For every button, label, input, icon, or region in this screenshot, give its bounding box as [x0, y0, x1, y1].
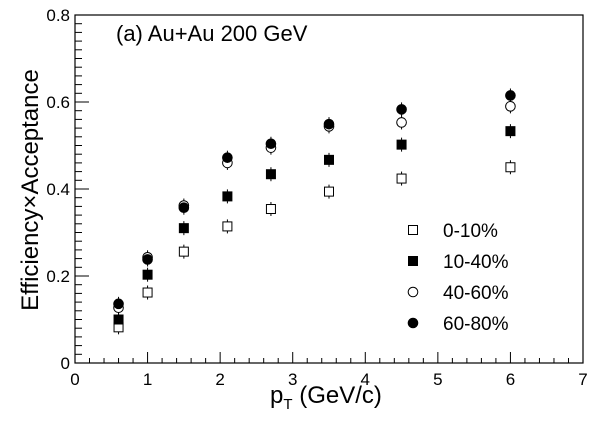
data-point-1: [142, 287, 153, 298]
data-point-4: [505, 90, 516, 101]
axis-ticks: [74, 14, 584, 364]
data-point-2: [113, 314, 124, 325]
axis-tick-labels: 0 1 2 3 4 5 6 7 0 0.2 0.4 0.6 0.8: [46, 6, 587, 389]
legend-label-4: 60-80%: [443, 314, 509, 335]
x-tick-label: 1: [143, 370, 152, 389]
data-point-1: [324, 186, 334, 197]
x-tick-label: 0: [70, 370, 79, 389]
y-axis-title: Efficiency×Acceptance: [17, 69, 44, 311]
x-tick-label: 7: [578, 370, 587, 389]
data-point-4: [113, 298, 124, 310]
legend-label-2: 10-40%: [443, 252, 509, 273]
x-tick-label: 4: [361, 370, 370, 389]
x-tick-label: 2: [215, 370, 224, 389]
data-point-2: [178, 223, 189, 234]
data-point-4: [178, 202, 190, 214]
legend-marker-4: [407, 317, 419, 329]
data-point-2: [396, 139, 407, 150]
x-tick-label: 3: [288, 370, 297, 389]
data-point-1: [222, 221, 233, 232]
x-tick-label: 6: [506, 370, 515, 389]
legend-marker-2: [408, 256, 418, 266]
data-point-2: [265, 169, 276, 180]
data-point-1: [265, 204, 276, 215]
y-tick-label: 0.6: [46, 93, 70, 112]
y-tick-label: 0: [61, 354, 70, 373]
data-point-1: [178, 246, 189, 257]
y-tick-label: 0.4: [46, 180, 70, 199]
data-point-4: [142, 254, 153, 265]
data-point-4: [396, 104, 407, 115]
y-tick-label: 0.8: [46, 6, 70, 25]
panel-annotation: (a) Au+Au 200 GeV: [116, 21, 308, 46]
x-tick-label: 5: [433, 370, 442, 389]
legend-marker-1: [408, 225, 418, 235]
data-point-4: [323, 118, 335, 130]
data-point-2: [222, 191, 233, 202]
data-point-2: [324, 154, 334, 165]
legend-label-1: 0-10%: [443, 221, 498, 242]
data-point-3: [505, 101, 516, 112]
data-point-2: [142, 269, 153, 280]
data-point-2: [505, 126, 516, 137]
legend-label-3: 40-60%: [443, 283, 509, 304]
data-point-1: [505, 162, 516, 173]
data-point-1: [396, 173, 407, 184]
legend-marker-3: [407, 286, 419, 298]
data-markers: [113, 90, 516, 333]
data-point-4: [265, 138, 277, 150]
legend: 0-10% 10-40% 40-60% 60-80%: [407, 221, 509, 335]
data-point-3: [396, 117, 407, 128]
x-axis-title: pT (GeV/c): [270, 382, 382, 413]
data-point-4: [222, 152, 233, 163]
y-tick-label: 0.2: [46, 267, 70, 286]
